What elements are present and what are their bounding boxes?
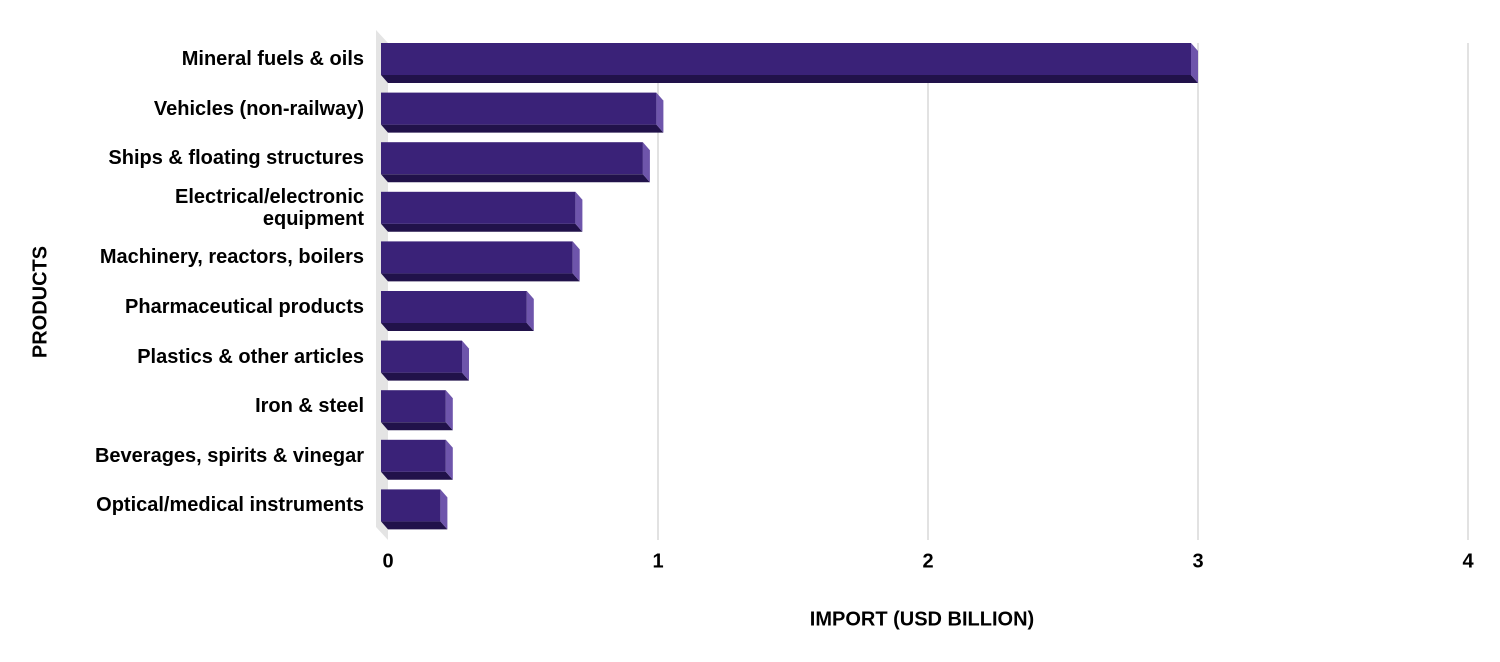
y-tick-label: Pharmaceutical products [125,296,364,318]
bar [381,142,650,183]
x-tick-label: 2 [922,550,933,572]
x-tick-label: 3 [1192,550,1203,572]
bar-front [381,489,441,522]
bar [381,439,453,480]
y-tick-label: Ships & floating structures [108,147,364,170]
bar [381,241,580,282]
bar [381,191,583,232]
bar-front [381,439,446,472]
bar-front [381,43,1191,75]
bar-front [381,191,576,224]
bar-side [572,241,580,282]
bar [381,390,453,431]
bar-side [445,390,453,431]
bar-side [440,489,448,530]
bar [381,43,1198,83]
bar-front [381,92,657,125]
y-tick-label: Mineral fuels & oils [181,48,364,70]
bar-bottom [381,273,580,282]
bar-side [462,340,469,381]
bar [381,92,664,133]
bar-bottom [381,223,583,232]
bar [381,489,448,530]
x-axis-title: IMPORT (USD BILLION) [810,608,1034,630]
bar-bottom [381,422,453,431]
bar-side [526,291,534,331]
bar-bottom [381,372,469,381]
bar-bottom [381,124,664,133]
bar [381,340,469,381]
bar-front [381,390,446,423]
bar-front [381,241,573,274]
bar-bottom [381,471,453,480]
x-tick-label: 1 [652,550,663,572]
y-tick-label: Plastics & other articles [137,345,364,368]
x-tick-label: 4 [1462,550,1474,572]
bar-side [656,92,664,133]
y-tick-label: Machinery, reactors, boilers [99,246,364,269]
bar-side [642,142,650,183]
y-tick-label: Optical/medical instruments [96,494,364,517]
bar-bottom [381,323,534,331]
y-tick-label: Vehicles (non-railway) [153,97,364,120]
y-tick-label: Beverages, spirits & vinegar [94,444,364,467]
x-tick-label: 0 [382,550,393,572]
bar-side [1191,43,1198,83]
bar-bottom [381,75,1198,83]
bar [381,291,534,331]
y-tick-label: Iron & steel [255,395,364,418]
bar-side [575,191,583,232]
bar-side [445,439,453,480]
y-axis-title: PRODUCTS [29,246,51,358]
bar-bottom [381,174,650,183]
bar-front [381,340,462,373]
y-tick-label: Electrical/electronic equipment [175,185,364,230]
bar-bottom [381,521,448,530]
bar-front [381,142,643,175]
bar-front [381,291,527,323]
